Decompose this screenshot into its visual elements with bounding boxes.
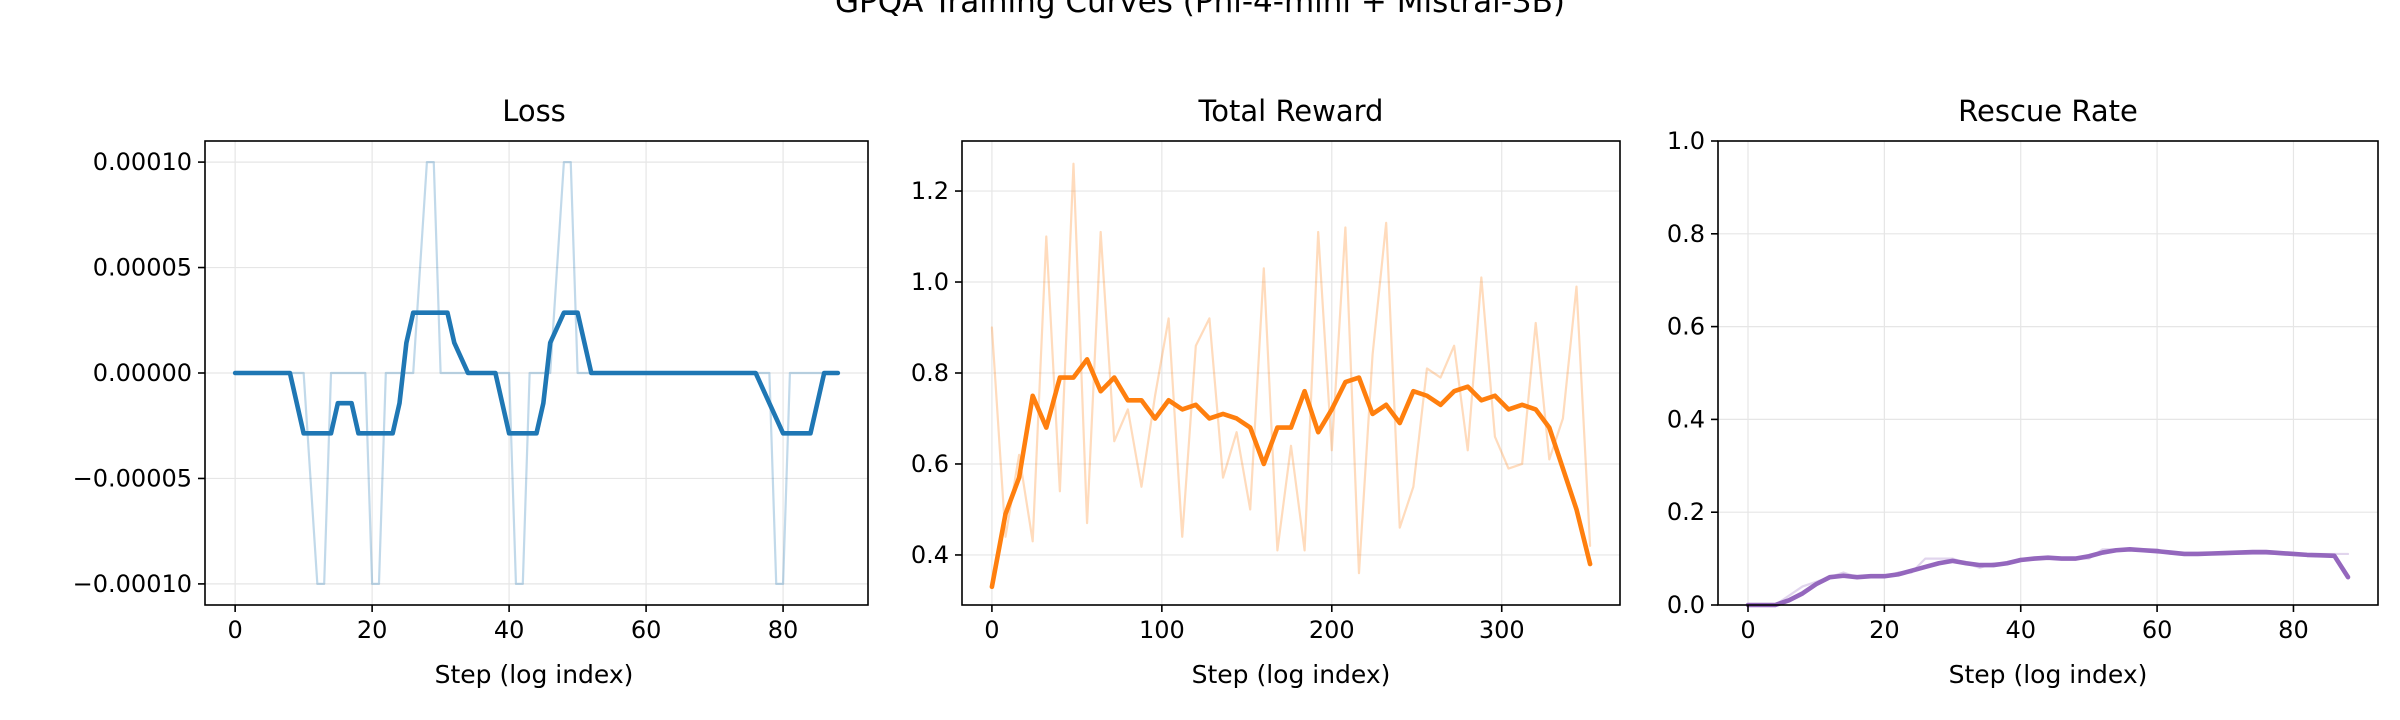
rescue-rate-plot-area: 0 20 40 60 80 0.0 0.2 0.4 0.6 0.8 1.0 [1667,127,2379,644]
loss-x-tick-label-1: 20 [357,616,388,644]
figure-title: GPQA Training Curves (Phi-4-mini + Mistr… [835,0,1565,20]
total-reward-x-axis-label: Step (log index) [1192,660,1391,689]
rescue-rate-x-axis-label: Step (log index) [1949,660,2148,689]
rescue-rate-x-tick-label-0: 0 [1740,616,1755,644]
rescue-rate-y-tick-label-4: 0.8 [1667,220,1705,248]
total-reward-plot-area: 0 100 200 300 0.4 0.6 0.8 1.0 1.2 [911,140,1621,644]
rescue-rate-y-tick-label-2: 0.4 [1667,405,1705,433]
total-reward-panel: Total Reward 0 100 200 300 0.4 0.6 0.8 1.0 1.2 S… [911,94,1621,689]
total-reward-smoothed-series-line [989,357,1593,590]
loss-x-tick-label-0: 0 [227,616,242,644]
loss-y-tick-label-0: −0.00010 [73,570,192,598]
total-reward-y-tick-label-0: 0.4 [911,541,949,569]
loss-y-tick-label-3: 0.00005 [93,254,192,282]
loss-x-tick-label-3: 60 [631,616,662,644]
rescue-rate-y-tick-label-1: 0.2 [1667,498,1705,526]
rescue-rate-panel: Rescue Rate 0 20 40 60 800.00.20.40.60.81.0 … [1667,94,2379,689]
rescue-rate-x-tick-label-4: 80 [2278,616,2309,644]
loss-chart-title: Loss [502,94,566,128]
total-reward-y-tick-label-1: 0.6 [911,450,949,478]
rescue-rate-smoothed-series-line [1745,547,2351,608]
rescue-rate-x-tick-label-2: 40 [2005,616,2036,644]
total-reward-y-tick-label-2: 0.8 [911,359,949,387]
total-reward-chart-title: Total Reward [1198,94,1384,128]
loss-panel: Loss 0 20 40 60 80 −0.00010 −0.00005 0.00000 0.0… [73,94,869,689]
loss-x-tick-label-4: 80 [768,616,799,644]
rescue-rate-y-tick-label-0: 0.0 [1667,591,1705,619]
total-reward-x-tick-label-2: 200 [1309,616,1355,644]
total-reward-x-tick-label-0: 0 [984,616,999,644]
total-reward-y-tick-label-3: 1.0 [911,268,949,296]
loss-x-axis-label: Step (log index) [435,660,634,689]
total-reward-raw-series-line [990,162,1592,575]
total-reward-x-tick-label-3: 300 [1479,616,1525,644]
total-reward-y-tick-label-4: 1.2 [911,177,949,205]
loss-plot-area: 0 20 40 60 80 −0.00010 −0.00005 0.00000 0.00005 0… [73,140,869,644]
rescue-rate-x-tick-label-3: 60 [2142,616,2173,644]
rescue-rate-y-tick-label-3: 0.6 [1667,313,1705,341]
loss-y-tick-label-2: 0.00000 [93,359,192,387]
loss-smoothed-series-line [232,310,841,436]
loss-y-tick-label-1: −0.00005 [73,464,192,492]
rescue-rate-y-tick-label-5: 1.0 [1667,127,1705,155]
loss-y-tick-label-4: 0.00010 [93,148,192,176]
rescue-rate-x-tick-label-1: 20 [1869,616,1900,644]
rescue-rate-axes-frame [1717,140,2379,606]
rescue-rate-chart-title: Rescue Rate [1958,94,2138,128]
total-reward-x-tick-label-1: 100 [1139,616,1185,644]
loss-x-tick-label-2: 40 [494,616,525,644]
